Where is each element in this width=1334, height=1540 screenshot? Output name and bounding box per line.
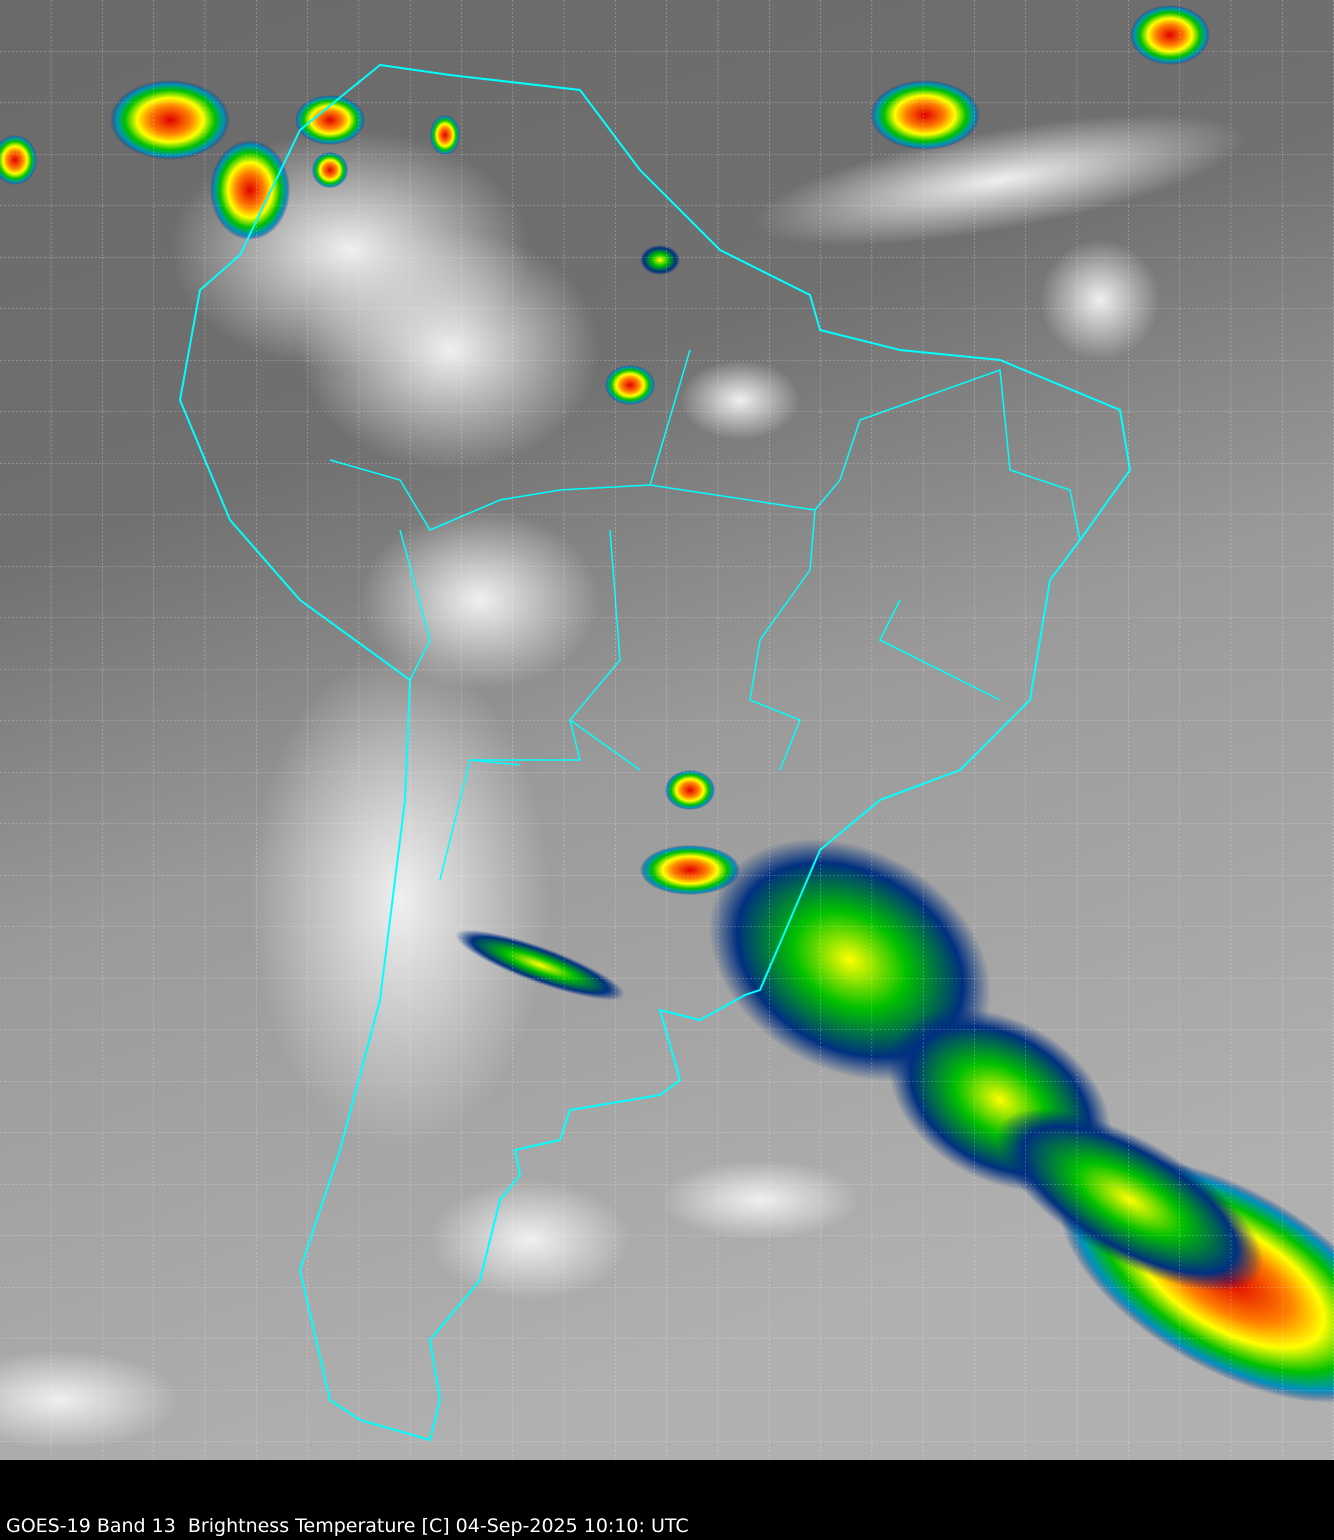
satellite-map	[0, 0, 1334, 1460]
image-caption: GOES-19 Band 13 Brightness Temperature […	[6, 1515, 689, 1537]
graticule-grid	[0, 0, 1334, 1460]
